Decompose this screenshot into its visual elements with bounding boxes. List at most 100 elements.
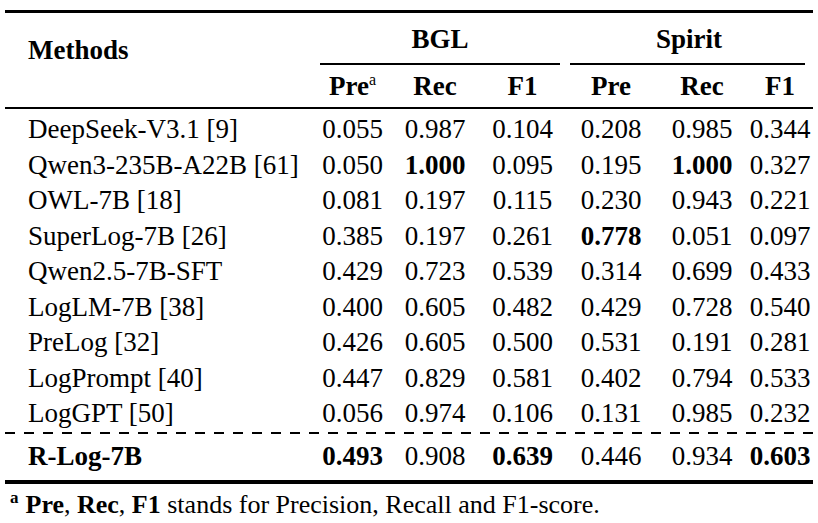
header-group-row: Methods BGL Spirit: [5, 13, 813, 65]
footnote-text-segment: ,: [64, 490, 77, 519]
value-cell: 0.131: [565, 398, 657, 429]
value-cell: 0.344: [747, 114, 813, 145]
group-header-bgl: BGL: [315, 24, 565, 55]
value-cell: 0.097: [747, 221, 813, 252]
value-cell: 0.974: [390, 398, 480, 429]
value-cell: 0.429: [565, 292, 657, 323]
table-row: LogLM-7B [38] 0.400 0.605 0.482 0.429 0.…: [5, 290, 813, 326]
value-cell: 0.115: [480, 185, 565, 216]
value-cell: 0.191: [657, 327, 747, 358]
value-cell: 0.699: [657, 256, 747, 287]
value-cell: 0.400: [315, 292, 390, 323]
footnote-marker: a: [10, 488, 19, 507]
method-cell: OWL-7B [18]: [5, 185, 315, 216]
value-cell: 0.327: [747, 150, 813, 181]
method-cell: R-Log-7B: [5, 441, 315, 472]
value-cell: 0.402: [565, 363, 657, 394]
value-cell: 0.050: [315, 150, 390, 181]
table-footnote: a Pre, Rec, F1 stands for Precision, Reca…: [0, 484, 818, 520]
footnote-text-segment: ,: [119, 490, 132, 519]
value-cell: 0.778: [565, 221, 657, 252]
value-cell: 0.446: [565, 441, 657, 472]
value-cell: 0.208: [565, 114, 657, 145]
value-cell: 0.261: [480, 221, 565, 252]
value-cell: 0.794: [657, 363, 747, 394]
value-cell: 0.104: [480, 114, 565, 145]
col-header-spirit-f1: F1: [747, 71, 813, 102]
footnote-text-segment: Pre: [26, 490, 65, 519]
col-header-label: Pre: [329, 71, 369, 101]
value-cell: 0.539: [480, 256, 565, 287]
value-cell: 0.493: [315, 441, 390, 472]
value-cell: 0.055: [315, 114, 390, 145]
value-cell: 0.985: [657, 398, 747, 429]
value-cell: 0.603: [747, 441, 813, 472]
value-cell: 0.639: [480, 441, 565, 472]
value-cell: 0.195: [565, 150, 657, 181]
footnote-text-segment: F1: [132, 490, 161, 519]
col-header-bgl-rec: Rec: [390, 71, 480, 102]
table-row: LogPrompt [40] 0.447 0.829 0.581 0.402 0…: [5, 361, 813, 397]
group-header-spirit: Spirit: [565, 24, 813, 55]
paper-table: Methods BGL Spirit Prea Rec F1 Pre Rec F…: [0, 0, 818, 523]
value-cell: 0.095: [480, 150, 565, 181]
value-cell: 0.987: [390, 114, 480, 145]
col-header-bgl-f1: F1: [480, 71, 565, 102]
value-cell: 0.605: [390, 292, 480, 323]
value-cell: 0.433: [747, 256, 813, 287]
value-cell: 0.482: [480, 292, 565, 323]
value-cell: 0.232: [747, 398, 813, 429]
methods-column-header: Methods: [5, 35, 315, 66]
value-cell: 0.051: [657, 221, 747, 252]
spirit-group-rule: [570, 63, 805, 65]
value-cell: 1.000: [390, 150, 480, 181]
value-cell: 0.533: [747, 363, 813, 394]
footnote-text-segment: stands for Precision, Recall and F1-scor…: [161, 490, 600, 519]
value-cell: 0.426: [315, 327, 390, 358]
value-cell: 1.000: [657, 150, 747, 181]
method-cell: DeepSeek-V3.1 [9]: [5, 114, 315, 145]
value-cell: 0.908: [390, 441, 480, 472]
table-row: LogGPT [50] 0.056 0.974 0.106 0.131 0.98…: [5, 396, 813, 432]
method-cell: LogLM-7B [38]: [5, 292, 315, 323]
value-cell: 0.943: [657, 185, 747, 216]
method-cell: LogPrompt [40]: [5, 363, 315, 394]
value-cell: 0.723: [390, 256, 480, 287]
table-row-rlog: R-Log-7B 0.493 0.908 0.639 0.446 0.934 0…: [5, 434, 813, 480]
col-header-spirit-pre: Pre: [565, 71, 657, 102]
method-cell: LogGPT [50]: [5, 398, 315, 429]
table-row: Qwen3-235B-A22B [61] 0.050 1.000 0.095 0…: [5, 148, 813, 184]
table-row: SuperLog-7B [26] 0.385 0.197 0.261 0.778…: [5, 219, 813, 255]
method-cell: Qwen3-235B-A22B [61]: [5, 150, 315, 181]
header-subcolumn-row: Prea Rec F1 Pre Rec F1: [5, 65, 813, 107]
value-cell: 0.429: [315, 256, 390, 287]
value-cell: 0.985: [657, 114, 747, 145]
col-header-bgl-pre: Prea: [315, 71, 390, 102]
value-cell: 0.605: [390, 327, 480, 358]
value-cell: 0.197: [390, 185, 480, 216]
footnote-marker-superscript: a: [369, 71, 376, 88]
value-cell: 0.934: [657, 441, 747, 472]
footnote-text-segment: Rec: [77, 490, 119, 519]
method-cell: SuperLog-7B [26]: [5, 221, 315, 252]
value-cell: 0.230: [565, 185, 657, 216]
value-cell: 0.447: [315, 363, 390, 394]
value-cell: 0.314: [565, 256, 657, 287]
value-cell: 0.056: [315, 398, 390, 429]
value-cell: 0.221: [747, 185, 813, 216]
value-cell: 0.385: [315, 221, 390, 252]
value-cell: 0.581: [480, 363, 565, 394]
table-header: Methods BGL Spirit Prea Rec F1 Pre Rec F…: [5, 13, 813, 107]
method-cell: PreLog [32]: [5, 327, 315, 358]
value-cell: 0.500: [480, 327, 565, 358]
value-cell: 0.197: [390, 221, 480, 252]
value-cell: 0.281: [747, 327, 813, 358]
bgl-group-rule: [320, 63, 560, 65]
value-cell: 0.540: [747, 292, 813, 323]
value-cell: 0.728: [657, 292, 747, 323]
method-cell: Qwen2.5-7B-SFT: [5, 256, 315, 287]
table-row: PreLog [32] 0.426 0.605 0.500 0.531 0.19…: [5, 325, 813, 361]
table-body: DeepSeek-V3.1 [9] 0.055 0.987 0.104 0.20…: [5, 109, 813, 432]
table-row: DeepSeek-V3.1 [9] 0.055 0.987 0.104 0.20…: [5, 112, 813, 148]
value-cell: 0.531: [565, 327, 657, 358]
